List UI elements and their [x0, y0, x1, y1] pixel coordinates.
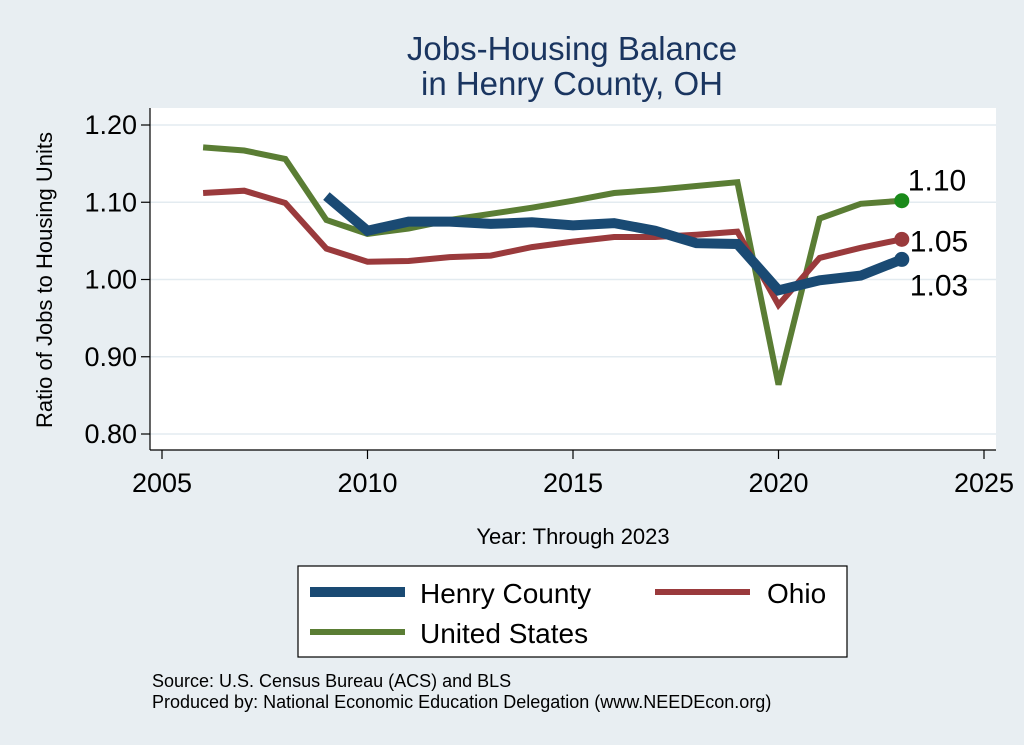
series-lines [202, 144, 904, 386]
legend-box [297, 565, 848, 658]
legend-label-henry-county: Henry County [420, 578, 591, 609]
y-tick-label: 1.00 [84, 265, 137, 295]
series-line-ohio [202, 187, 903, 311]
legend-label-united-states: United States [420, 618, 588, 649]
legend: Henry County Ohio United States [297, 565, 848, 658]
series-line-henry-county [323, 192, 904, 296]
end-markers [894, 193, 910, 267]
end-marker-henry-county [894, 251, 910, 267]
y-tick-label: 1.10 [84, 187, 137, 217]
end-marker-united-states [894, 193, 910, 209]
series-line-united-states [202, 144, 903, 386]
legend-label-ohio: Ohio [767, 578, 826, 609]
end-marker-ohio [894, 231, 910, 247]
end-labels: 1.03 1.05 1.10 [908, 165, 968, 303]
x-tick-label: 2020 [748, 468, 808, 498]
end-label-ohio: 1.05 [910, 225, 968, 258]
y-tick-label: 0.80 [84, 419, 137, 449]
x-tick-label: 2005 [132, 468, 192, 498]
axes: 0.80 0.90 1.00 1.10 1.20 2005 2010 2015 2020 2025 [84, 108, 1014, 498]
producer-note: Produced by: National Economic Education… [152, 692, 771, 712]
x-tick-label: 2025 [954, 468, 1014, 498]
source-note: Source: U.S. Census Bureau (ACS) and BLS [152, 671, 511, 691]
y-axis-label: Ratio of Jobs to Housing Units [32, 132, 57, 428]
x-tick-label: 2015 [543, 468, 603, 498]
x-axis-label: Year: Through 2023 [476, 524, 669, 549]
x-tick-label: 2010 [337, 468, 397, 498]
end-label-henry-county: 1.03 [910, 269, 968, 302]
y-tick-label: 0.90 [84, 342, 137, 372]
chart-title-line-2: in Henry County, OH [421, 65, 723, 102]
end-label-united-states: 1.10 [908, 165, 966, 198]
chart-title-line-1: Jobs-Housing Balance [407, 30, 737, 67]
y-tick-label: 1.20 [84, 110, 137, 140]
